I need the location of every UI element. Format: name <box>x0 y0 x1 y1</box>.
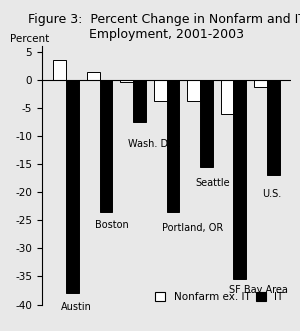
Bar <box>100 80 112 212</box>
Text: Boston: Boston <box>95 220 129 230</box>
Text: Percent: Percent <box>10 34 49 44</box>
Bar <box>167 80 179 212</box>
Text: Wash. D.C.: Wash. D.C. <box>128 139 181 149</box>
Text: Seattle: Seattle <box>195 178 230 188</box>
Bar <box>221 80 233 114</box>
Bar <box>233 80 246 279</box>
Bar <box>254 80 267 87</box>
Bar <box>154 80 167 101</box>
Text: SF Bay Area: SF Bay Area <box>229 285 288 295</box>
Bar <box>87 71 100 80</box>
Bar <box>200 80 213 167</box>
Legend: Nonfarm ex. IT, IT: Nonfarm ex. IT, IT <box>153 290 286 305</box>
Bar <box>53 60 66 80</box>
Text: U.S.: U.S. <box>262 189 281 200</box>
Title: Figure 3:  Percent Change in Nonfarm and IT
Employment, 2001-2003: Figure 3: Percent Change in Nonfarm and … <box>28 13 300 41</box>
Bar <box>120 80 133 82</box>
Bar <box>66 80 79 293</box>
Bar <box>267 80 280 175</box>
Bar <box>133 80 146 122</box>
Text: Austin: Austin <box>61 302 92 312</box>
Text: Portland, OR: Portland, OR <box>162 223 223 233</box>
Bar <box>187 80 200 101</box>
